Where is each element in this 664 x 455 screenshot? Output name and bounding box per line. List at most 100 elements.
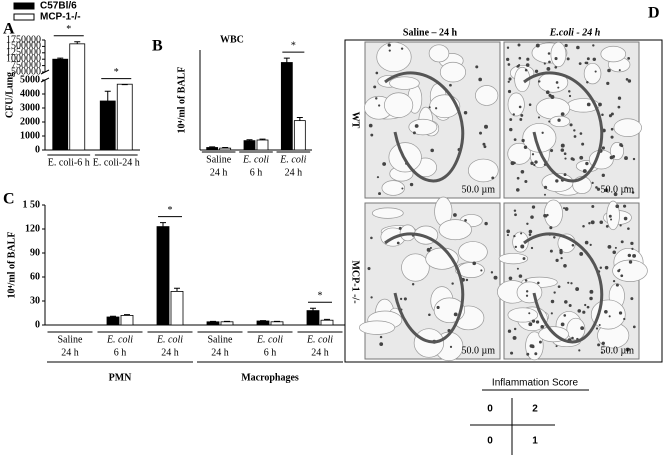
alveolus <box>543 199 563 228</box>
nucleus <box>513 161 516 165</box>
column-header: Saline – 24 h <box>403 27 458 38</box>
nucleus <box>491 176 495 180</box>
scale-bar-label: 50.0 µm <box>600 345 634 356</box>
nucleus <box>475 65 479 69</box>
nucleus <box>568 90 571 93</box>
nucleus <box>379 342 384 347</box>
x-tick-label: 24 h <box>161 347 179 358</box>
y-tick-label: 120 <box>25 223 40 234</box>
nucleus <box>520 113 524 117</box>
scale-bar-label: 50.0 µm <box>461 184 495 195</box>
nucleus <box>568 94 572 98</box>
x-tick-label: E. coli-24 h <box>93 157 140 168</box>
nucleus <box>519 118 523 121</box>
nucleus <box>484 221 488 226</box>
nucleus <box>631 191 635 194</box>
nucleus <box>514 213 517 217</box>
nucleus <box>550 299 555 304</box>
nucleus <box>577 309 582 313</box>
nucleus <box>449 345 453 348</box>
nucleus <box>618 69 621 72</box>
nucleus <box>568 303 572 307</box>
nucleus <box>528 103 532 106</box>
panel-label: D <box>648 5 660 22</box>
nucleus <box>601 173 605 177</box>
nucleus <box>518 56 522 60</box>
nucleus <box>507 329 512 333</box>
nucleus <box>526 57 530 61</box>
nucleus <box>630 241 634 246</box>
nucleus <box>572 158 575 161</box>
alveolus <box>583 62 602 85</box>
nucleus <box>589 289 594 294</box>
x-tick-label: 24 h <box>61 347 79 358</box>
nucleus <box>526 222 529 225</box>
alveolus <box>498 253 529 265</box>
nucleus <box>480 269 483 272</box>
nucleus <box>595 186 598 189</box>
nucleus <box>618 311 623 315</box>
nucleus <box>560 148 565 152</box>
nucleus <box>523 145 528 149</box>
nucleus <box>584 240 589 245</box>
nucleus <box>531 319 536 323</box>
nucleus <box>599 266 603 269</box>
alveolus <box>550 41 567 68</box>
nucleus <box>528 322 533 327</box>
column-header: E.coli - 24 h <box>549 27 601 38</box>
error-bar <box>259 138 266 140</box>
nucleus <box>376 176 380 179</box>
nucleus <box>463 110 468 115</box>
nucleus <box>530 161 534 166</box>
nucleus <box>615 204 620 209</box>
nucleus <box>524 68 528 72</box>
nucleus <box>607 68 611 73</box>
nucleus <box>586 57 590 61</box>
nucleus <box>530 215 534 219</box>
nucleus <box>582 224 585 228</box>
nucleus <box>375 97 378 100</box>
nucleus <box>573 129 576 132</box>
nucleus <box>479 131 482 135</box>
nucleus <box>510 351 514 355</box>
bar <box>220 321 234 326</box>
nucleus <box>513 234 516 238</box>
bar <box>106 316 120 326</box>
nucleus <box>582 310 586 314</box>
alveolus <box>600 45 627 63</box>
nucleus <box>557 285 561 289</box>
nucleus <box>453 312 458 317</box>
nucleus <box>586 102 591 107</box>
legend-swatch <box>13 13 35 21</box>
nucleus <box>449 83 452 87</box>
nucleus <box>520 232 523 235</box>
nucleus <box>428 313 431 317</box>
nucleus <box>543 193 546 196</box>
alveolus <box>381 180 405 196</box>
nucleus <box>529 344 533 348</box>
nucleus <box>576 45 580 50</box>
nucleus <box>545 90 550 95</box>
significance-star: * <box>291 40 296 51</box>
y-tick-label: 4000 <box>20 88 40 99</box>
y-tick-label: 500000 <box>11 66 41 77</box>
nucleus <box>624 156 628 161</box>
alveolus <box>408 118 438 136</box>
error-bar <box>160 222 166 227</box>
nucleus <box>589 243 592 246</box>
nucleus <box>617 96 622 100</box>
bar <box>256 139 269 151</box>
nucleus <box>612 250 616 255</box>
nucleus <box>563 263 567 268</box>
nucleus <box>585 61 589 65</box>
nucleus <box>594 70 597 73</box>
y-tick-label: 60 <box>30 271 40 282</box>
table-cell: 2 <box>532 404 538 415</box>
x-tick-label: 6 h <box>250 167 263 178</box>
nucleus <box>464 219 467 222</box>
y-tick-label: 0 <box>35 319 40 330</box>
nucleus <box>430 148 434 153</box>
bar <box>256 320 270 326</box>
nucleus <box>537 281 540 285</box>
alveolus <box>535 97 571 120</box>
